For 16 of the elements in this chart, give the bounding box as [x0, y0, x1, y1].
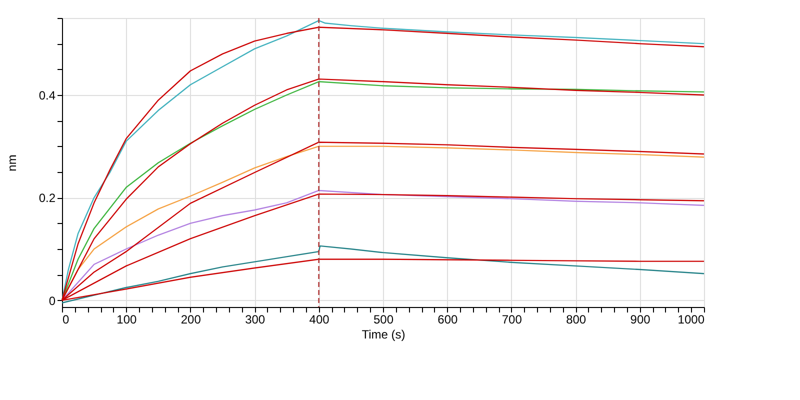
x-tick-label: 400 [309, 312, 330, 326]
x-tick-label: 600 [438, 312, 458, 326]
x-tick-label: 900 [630, 312, 651, 326]
x-tick-label: 500 [373, 312, 394, 326]
x-tick-label: 100 [116, 312, 138, 326]
x-tick-label: 300 [245, 312, 266, 326]
y-tick-label: 0 [48, 294, 56, 308]
y-tick-label: 0.4 [38, 88, 56, 102]
y-axis-title: nm [4, 154, 19, 172]
x-tick-label: 200 [180, 312, 202, 326]
x-tick-label: 1000 [678, 312, 705, 326]
x-axis-title: Time (s) [362, 328, 406, 342]
x-tick-label: 800 [566, 312, 586, 326]
x-tick-label: 0 [62, 312, 70, 326]
y-tick-label: 0.2 [38, 191, 56, 206]
x-tick-label: 700 [502, 312, 522, 326]
